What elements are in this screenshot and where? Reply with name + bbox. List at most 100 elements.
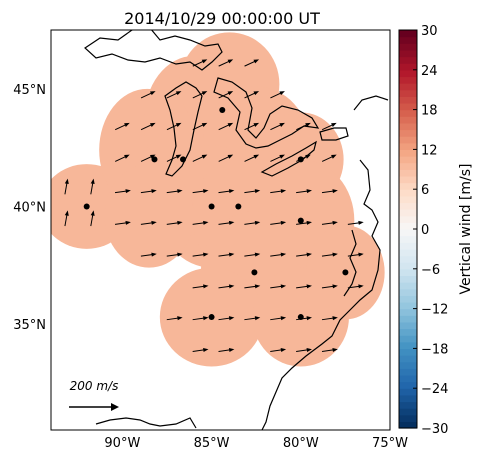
wind-vector (270, 220, 287, 225)
station-marker (297, 314, 304, 321)
wind-vector (114, 189, 131, 194)
wind-vector (90, 178, 95, 195)
latitude-label: 45°N (13, 83, 46, 98)
wind-vector (321, 284, 338, 289)
lake-michigan-shore (164, 81, 203, 177)
wind-vector (270, 122, 285, 131)
wind-vector (140, 122, 156, 131)
longitude-labels: 90°W 85°W 80°W 75°W (104, 436, 408, 451)
wind-vector (192, 347, 209, 352)
wind-vector (296, 347, 312, 352)
wind-field-patch (104, 164, 194, 268)
wind-vector (166, 220, 183, 225)
wind-vector (347, 252, 364, 257)
station-marker (297, 217, 304, 224)
wind-vector (321, 220, 338, 225)
wind-vector (270, 189, 287, 194)
wind-vector (218, 59, 234, 67)
station-marker (151, 156, 158, 163)
wind-vector (347, 284, 364, 289)
wind-vector (114, 220, 131, 225)
longitude-label: 90°W (104, 436, 140, 451)
wind-vector (244, 122, 260, 131)
colorbar-tick-label: 30 (421, 24, 438, 39)
wind-vector (347, 220, 364, 225)
wind-vector (296, 189, 312, 194)
colorbar-tick-label: −6 (421, 263, 440, 278)
wind-vector (218, 284, 235, 289)
wind-vector (218, 189, 235, 194)
colorbar-tick-label: −30 (421, 422, 448, 437)
wind-vector (218, 122, 234, 131)
wind-vector (244, 154, 260, 162)
wind-vector (321, 316, 338, 321)
wind-vector (270, 347, 287, 352)
latitude-label: 35°N (13, 318, 46, 333)
wind-vector (321, 122, 337, 131)
station-marker (251, 269, 258, 276)
wind-vector (192, 59, 208, 67)
wind-vector (192, 189, 209, 194)
wind-vector (244, 220, 261, 225)
wind-vector (64, 178, 69, 195)
lake-ontario-shore (319, 127, 349, 141)
latitude-labels: 45°N 40°N 35°N (13, 83, 46, 333)
gulf-coast (95, 417, 197, 429)
wind-vector (244, 252, 261, 257)
wind-vector (140, 189, 157, 194)
wind-vector (114, 154, 130, 162)
colorbar-tick-label: 12 (421, 143, 438, 158)
wind-vector (218, 220, 235, 225)
colorbar-tick-label: 18 (421, 104, 438, 119)
wind-vector (244, 189, 261, 194)
wind-vector (166, 91, 182, 99)
wind-vector (270, 316, 287, 321)
wind-vector (296, 122, 311, 131)
wind-vector (321, 347, 338, 352)
scale-arrow: 200 m/s (69, 379, 119, 411)
wind-vector (192, 284, 209, 289)
wind-vector (140, 154, 156, 162)
station-marker (83, 203, 90, 210)
wind-vector (270, 91, 285, 99)
wind-vector (166, 316, 183, 321)
station-marker (235, 203, 242, 210)
colorbar-tick-label: −12 (421, 303, 448, 318)
scale-arrow-head (111, 403, 119, 411)
colorbar-tick-label: 6 (421, 183, 429, 198)
longitude-label: 85°W (194, 436, 230, 451)
lake-superior-shore (84, 30, 223, 71)
map-title: 2014/10/29 00:00:00 UT (124, 9, 320, 28)
coastlines (84, 30, 389, 430)
station-marker (208, 314, 215, 321)
map-frame (50, 29, 391, 431)
stations (83, 107, 349, 321)
scale-label: 200 m/s (70, 379, 119, 393)
longitude-label: 75°W (372, 436, 408, 451)
wind-vector (166, 189, 183, 194)
wind-vector (114, 122, 130, 131)
wind-vector (270, 154, 285, 162)
wind-vector (166, 122, 182, 131)
wind-vector (244, 91, 260, 99)
latitude-label: 40°N (13, 200, 46, 215)
station-marker (208, 203, 215, 210)
wind-vector (192, 122, 208, 131)
wind-vector (270, 252, 287, 257)
wind-vector (321, 154, 337, 162)
colorbar: 30 24 18 12 6 0 −6 −12 −18 −24 −30 Vertical wind [… (398, 24, 474, 437)
wind-vector (192, 252, 209, 257)
wind-vector (296, 252, 312, 257)
map-area (51, 30, 390, 430)
wind-vector (218, 316, 235, 321)
wind-vectors (64, 59, 364, 352)
wind-vector (218, 91, 234, 99)
colorbar-label: Vertical wind [m/s] (458, 164, 474, 295)
wind-vector (218, 252, 235, 257)
wind-vector (296, 284, 312, 289)
wind-vector (192, 154, 208, 162)
wind-vector (270, 284, 287, 289)
chesapeake-bay-shore (343, 229, 357, 297)
wind-vector (218, 347, 235, 352)
